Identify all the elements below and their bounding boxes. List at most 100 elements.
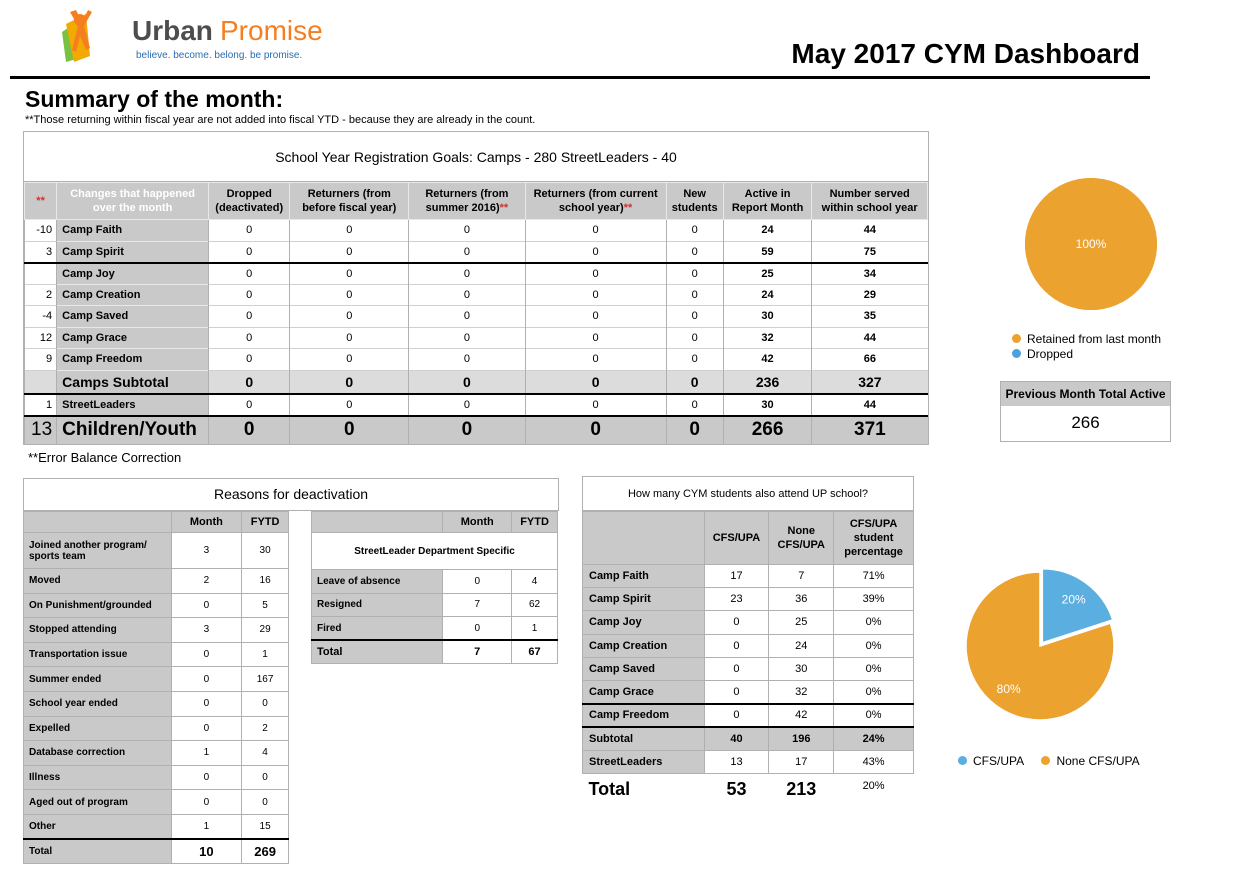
deactivation-title: Reasons for deactivation [23,478,559,511]
row-label: Camp Faith [56,219,209,241]
percentage-value: 0% [833,702,914,728]
value-cell: 0 [524,261,666,284]
value-cell: 0 [289,283,409,306]
value-cell: 34 [811,261,928,284]
value-cell: 0 [207,326,290,349]
row-label: StreetLeaders [582,749,705,774]
reason-label: Total [23,838,172,865]
month-value: 0 [442,616,513,641]
table-header-row: Month FYTD [310,511,558,533]
up-school-legend: CFS/UPA None CFS/UPA [958,754,1154,768]
value-cell: 0 [289,240,409,263]
dashboard-title: May 2017 CYM Dashboard [791,38,1140,69]
value-cell: 0 [665,393,724,416]
value-cell: 44 [811,219,928,241]
none-cfs-value: 7 [768,563,835,589]
table-row: -4 Camp Saved 0 0 0 0 0 30 35 [23,305,928,327]
cfs-value: 23 [703,587,770,612]
fytd-value: 1 [511,616,558,641]
cfs-value: 0 [703,633,770,658]
fytd-value: 0 [241,690,289,717]
column-header: Month [170,511,243,533]
fytd-value: 5 [241,592,289,619]
row-label: Camp Saved [582,656,705,681]
month-value: 0 [170,690,243,717]
table-row: StreetLeaders 13 17 43% [582,749,914,774]
value-cell: 0 [665,326,724,349]
value-cell: 236 [722,369,812,394]
percentage-value: 43% [833,749,914,774]
value-cell: 0 [408,240,526,263]
table-header-row: ** Changes that happened over the month … [23,182,928,220]
row-label: Camp Grace [582,679,705,705]
column-header: Number served within school year [811,182,928,220]
change-cell: -10 [23,219,57,241]
value-cell: 0 [207,414,290,444]
reason-label: Moved [23,568,172,594]
row-label: Children/Youth [56,414,209,444]
header-spacer [310,511,444,533]
header-spacer [582,511,705,565]
change-cell: 13 [23,414,57,444]
table-row: 1 StreetLeaders 0 0 0 0 0 30 44 [23,393,928,416]
asterisk-marker: ** [23,182,58,220]
none-cfs-value: 42 [768,702,835,728]
value-cell: 0 [207,305,290,327]
reason-label: Stopped attending [23,617,172,643]
table-row: Camp Spirit 23 36 39% [582,587,914,612]
table-row: Fired 0 1 [310,616,558,641]
reason-label: Total [310,639,444,664]
month-value: 3 [170,617,243,643]
value-cell: 0 [207,283,290,306]
row-label: StreetLeaders [56,393,209,416]
row-label: Total [582,773,705,806]
column-header: CFS/UPA student percentage [833,511,914,565]
retention-pie-chart: 100% [1025,178,1157,310]
table-total-row: Total 10 269 [23,838,289,865]
urbanpromise-logo: Urban Promise believe. become. belong. b… [60,2,350,70]
column-header: New students [665,182,724,220]
table-row: Joined another program/ sports team 3 30 [23,532,289,569]
previous-month-value: 266 [1071,413,1100,432]
value-cell: 0 [408,283,526,306]
month-value: 2 [170,568,243,594]
column-header: Month [442,511,513,533]
value-cell: 75 [811,240,928,263]
none-cfs-value: 25 [768,610,835,635]
value-cell: 0 [524,348,666,370]
table-row: 3 Camp Spirit 0 0 0 0 0 59 75 [23,240,928,263]
pie-slice-retained [1025,178,1157,310]
value-cell: 0 [408,369,526,394]
table-row: Moved 2 16 [23,568,289,594]
row-label: Camp Creation [56,283,209,306]
table-row: School year ended 0 0 [23,690,289,717]
up-school-table: CFS/UPA None CFS/UPA CFS/UPA student per… [582,511,914,806]
pie-slice [965,571,1115,721]
legend-item: None CFS/UPA [1041,754,1140,768]
value-cell: 371 [811,414,928,444]
deactivation-section: Reasons for deactivation Month FYTD Join… [23,478,559,866]
fytd-value: 269 [241,838,289,865]
svg-text:Promise: Promise [220,15,323,46]
table-row: Expelled 0 2 [23,715,289,742]
value-cell: 0 [408,261,526,284]
fytd-value: 1 [241,641,289,668]
cfs-value: 0 [703,610,770,635]
value-cell: 0 [207,348,290,370]
month-value: 0 [170,764,243,791]
none-cfs-value: 17 [768,749,835,774]
month-value: 0 [442,569,513,594]
up-school-title: How many CYM students also attend UP sch… [582,476,914,511]
header-divider [10,76,1150,79]
legend-label: Dropped [1027,347,1074,361]
value-cell: 0 [408,326,526,349]
reason-label: On Punishment/grounded [23,592,172,619]
summary-note: **Those returning within fiscal year are… [25,114,536,126]
table-row: Camp Freedom 0 42 0% [582,702,914,728]
reason-label: Fired [310,616,444,641]
value-cell: 0 [289,261,409,284]
reason-label: School year ended [23,690,172,717]
legend-label: CFS/UPA [973,754,1025,768]
value-cell: 0 [207,261,290,284]
value-cell: 0 [524,326,666,349]
